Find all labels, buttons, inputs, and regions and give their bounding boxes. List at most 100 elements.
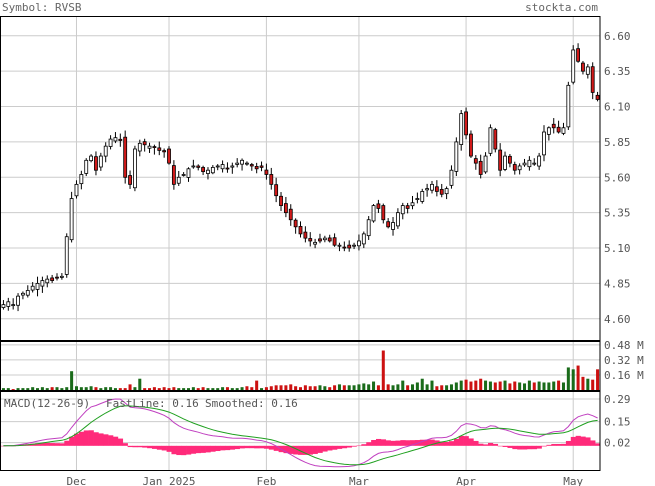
macd-histogram-bar — [410, 440, 416, 446]
volume-bar — [118, 388, 122, 390]
candle-body — [40, 280, 45, 287]
macd-histogram-bar — [322, 445, 328, 452]
candle-body — [576, 48, 580, 62]
candle-body — [196, 165, 201, 168]
candle-body — [527, 159, 532, 168]
volume-bar — [488, 381, 492, 390]
candle-body — [469, 133, 473, 157]
volume-bar — [333, 385, 337, 390]
volume-bar — [225, 387, 229, 390]
candle-body — [79, 174, 84, 185]
candle-body — [590, 66, 595, 93]
candle-body — [215, 165, 220, 168]
candle-body — [98, 155, 103, 168]
macd-histogram-bar — [531, 445, 537, 450]
macd-histogram-bar — [142, 445, 148, 448]
candle-body — [498, 149, 503, 171]
volume-bar — [518, 382, 522, 390]
volume-bar — [294, 386, 298, 390]
candle-body — [488, 127, 493, 154]
candle-body — [108, 138, 113, 147]
candle-body — [537, 155, 542, 167]
price-tick-label: 6.10 — [604, 101, 631, 114]
macd-histogram-bar — [424, 439, 430, 446]
candle-body — [201, 167, 206, 173]
macd-histogram-bar — [220, 445, 226, 451]
candle-body — [171, 165, 176, 185]
candle-body — [1, 304, 6, 308]
price-tick-label: 5.85 — [604, 136, 631, 149]
volume-bar — [323, 386, 327, 390]
candle-body — [25, 290, 30, 296]
volume-bar — [532, 382, 536, 390]
macd-histogram-bar — [385, 440, 391, 446]
macd-histogram-bar — [463, 436, 469, 446]
candle-body — [444, 188, 449, 195]
volume-bar — [152, 387, 156, 390]
candle-body — [147, 145, 152, 149]
candle-body — [303, 231, 308, 239]
candle-body — [59, 275, 64, 278]
volume-bar — [167, 388, 171, 390]
candle-body — [464, 111, 468, 136]
candle-body — [298, 226, 303, 235]
volume-bar — [79, 387, 83, 390]
macd-histogram-bar — [512, 445, 518, 450]
volume-bar — [298, 387, 303, 390]
macd-histogram-bar — [200, 445, 206, 453]
macd-histogram-bar — [254, 445, 260, 449]
macd-histogram-bar — [205, 445, 211, 453]
volume-bar — [406, 385, 410, 390]
panel-frames — [0, 16, 601, 471]
candle-body — [439, 188, 444, 195]
macd-histogram-bar — [483, 444, 489, 446]
price-tick-label: 5.60 — [604, 171, 631, 184]
candle-body — [318, 238, 322, 242]
candle-body — [352, 244, 356, 247]
candle-body — [400, 205, 405, 215]
candle-body — [249, 164, 254, 167]
candle-body — [186, 168, 191, 178]
volume-bar — [454, 382, 458, 390]
volume-bar — [260, 388, 264, 390]
macd-histogram-bar — [317, 445, 323, 453]
volume-bar — [206, 388, 210, 390]
macd-histogram-bar — [156, 445, 163, 450]
macd-histogram-bar — [449, 441, 455, 446]
macd-histogram-bar — [69, 436, 75, 446]
price-grid — [1, 16, 600, 340]
macd-histogram-bar — [186, 445, 192, 455]
volume-bar — [308, 386, 312, 390]
candle-body — [274, 184, 279, 197]
volume-bar — [74, 386, 78, 390]
volume-bar — [337, 384, 341, 390]
price-tick-label: 5.35 — [604, 207, 631, 220]
fastline-label: FastLine: 0.16 — [106, 397, 199, 410]
candles — [1, 43, 600, 312]
volume-bar — [99, 388, 103, 390]
candle-body — [391, 222, 395, 230]
macd-histogram-bar — [127, 445, 133, 448]
volume-bar — [143, 388, 147, 390]
candle-body — [6, 301, 11, 307]
candle-body — [84, 159, 89, 174]
volume-bar — [113, 388, 117, 390]
macd-histogram-bar — [93, 432, 99, 446]
candle-body — [191, 165, 196, 168]
macd-histogram-bar — [419, 439, 425, 446]
candle-body — [254, 166, 259, 170]
macd-histogram-bar — [492, 443, 499, 446]
volume-bar — [415, 382, 419, 390]
candle-body — [113, 137, 118, 142]
macd-histogram-bar — [122, 443, 128, 446]
macd-histogram-bar — [575, 435, 581, 446]
candle-body — [283, 203, 288, 214]
candle-body — [142, 141, 147, 146]
price-tick-label: 6.60 — [604, 30, 631, 43]
macd-histogram-bar — [346, 445, 352, 448]
panel-frame — [0, 391, 601, 471]
candle-body — [176, 176, 181, 184]
volume-bar — [255, 380, 259, 390]
volume-bar — [45, 388, 49, 390]
macd-histogram-bar — [244, 445, 250, 449]
